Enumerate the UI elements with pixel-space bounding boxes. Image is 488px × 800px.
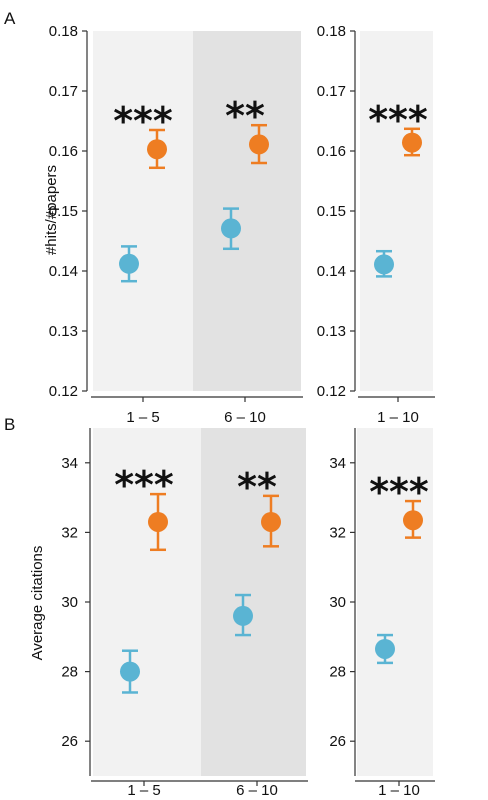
panel-b-subplot-2-series-1-point <box>375 638 395 659</box>
panel-a-subplot-1-y-tick-label: 0.16 <box>49 143 78 160</box>
panel-a-subplot-2-series-1-point <box>374 254 394 275</box>
panel-a-subplot-1-y-tick-label: 0.13 <box>49 323 78 340</box>
panel-b-subplot-2-background-band-1 <box>357 428 433 776</box>
panel-a-subplot-2-y-tick-label: 0.12 <box>317 383 346 400</box>
panel-b-subplot-2-x-tick-label: 1 – 10 <box>378 782 420 799</box>
panel-a-subplot-2-x-tick-label: 1 – 10 <box>377 409 419 426</box>
panel-b-subplot-1-y-tick-label: 28 <box>61 664 78 681</box>
panel-a-subplot-1-x-tick-label: 6 – 10 <box>224 409 266 426</box>
panel-b-subplot-1-x-tick-label: 6 – 10 <box>236 782 278 799</box>
panel-a-subplot-1-y-tick-label: 0.15 <box>49 203 78 220</box>
panel-a-subplot-1-y-tick-label: 0.18 <box>49 23 78 40</box>
panel-b-subplot-1-background-band-1 <box>93 428 201 776</box>
panel-b-subplot-2-y-tick-label: 26 <box>329 733 346 750</box>
panel-b-subplot-1-significance-stars: *** <box>114 463 174 507</box>
panel-a-subplot-2-y-tick-label: 0.13 <box>317 323 346 340</box>
panel-a-subplot-1-background-band-2 <box>193 31 301 391</box>
background-layer <box>93 31 433 776</box>
panel-b-label: B <box>4 415 15 434</box>
panel-a-subplot-1-significance-stars: ** <box>225 94 265 138</box>
panel-a-subplot-2-y-tick-label: 0.16 <box>317 143 346 160</box>
panel-b-subplot-1-y-tick-label: 32 <box>61 524 78 541</box>
axes-layer: 0.12 0.13 0.14 0.15 0.16 0.17 0.18 1 – 5 6 – 10 0… <box>49 23 435 799</box>
panel-a-subplot-1-significance-stars: *** <box>113 99 173 143</box>
panel-a-subplot-1-background-band-1 <box>93 31 193 391</box>
panel-a-subplot-1-series-2-point <box>147 139 167 160</box>
panel-b-subplot-2-significance-stars: *** <box>369 470 429 514</box>
panel-a-y-axis-label: #hits/#papers <box>43 165 60 255</box>
panel-a-label: A <box>4 9 16 28</box>
panel-a-subplot-2-significance-stars: *** <box>368 98 428 142</box>
panel-b-subplot-1-y-tick-label: 30 <box>61 594 78 611</box>
panel-a-subplot-1-y-tick-label: 0.14 <box>49 263 78 280</box>
panel-b-subplot-1-background-band-2 <box>201 428 306 776</box>
panel-b-subplot-2-series-2-point <box>403 510 423 531</box>
panel-b-subplot-2-y-tick-label: 30 <box>329 594 346 611</box>
panel-a-subplot-1-series-1-point <box>221 218 241 239</box>
panel-b-y-axis-label: Average citations <box>29 546 46 661</box>
panel-a-subplot-1-y-tick-label: 0.12 <box>49 383 78 400</box>
panel-b-subplot-1-series-2-point <box>148 511 168 532</box>
panel-b-subplot-1-x-tick-label: 1 – 5 <box>127 782 160 799</box>
panel-a-subplot-1-series-1-point <box>119 253 139 274</box>
panel-a-subplot-2-y-tick-label: 0.15 <box>317 203 346 220</box>
panel-a-subplot-2-y-tick-label: 0.18 <box>317 23 346 40</box>
panel-a-subplot-1-x-tick-label: 1 – 5 <box>126 409 159 426</box>
panel-b-subplot-1-series-2-point <box>261 511 281 532</box>
panel-a-subplot-2-y-tick-label: 0.14 <box>317 263 346 280</box>
panel-b-subplot-2-y-tick-label: 34 <box>329 455 346 472</box>
panel-a-subplot-1-y-tick-label: 0.17 <box>49 83 78 100</box>
labels-layer: A B #hits/#papers Average citations <box>4 9 60 660</box>
panel-b-subplot-2-y-tick-label: 28 <box>329 664 346 681</box>
panel-b-subplot-1-significance-stars: ** <box>237 465 277 509</box>
panel-a-subplot-2-background-band-1 <box>360 31 433 391</box>
panel-b-subplot-1-y-tick-label: 34 <box>61 455 78 472</box>
panel-b-subplot-1-series-1-point <box>233 605 253 626</box>
marks-layer: *** ** ****** ** *** <box>113 94 429 694</box>
panel-a-subplot-2-series-2-point <box>402 132 422 153</box>
panel-a-subplot-2-y-tick-label: 0.17 <box>317 83 346 100</box>
panel-b-subplot-1-series-1-point <box>120 661 140 682</box>
panel-b-subplot-1-y-tick-label: 26 <box>61 733 78 750</box>
panel-a-subplot-1-series-2-point <box>249 134 269 155</box>
panel-b-subplot-2-y-tick-label: 32 <box>329 524 346 541</box>
